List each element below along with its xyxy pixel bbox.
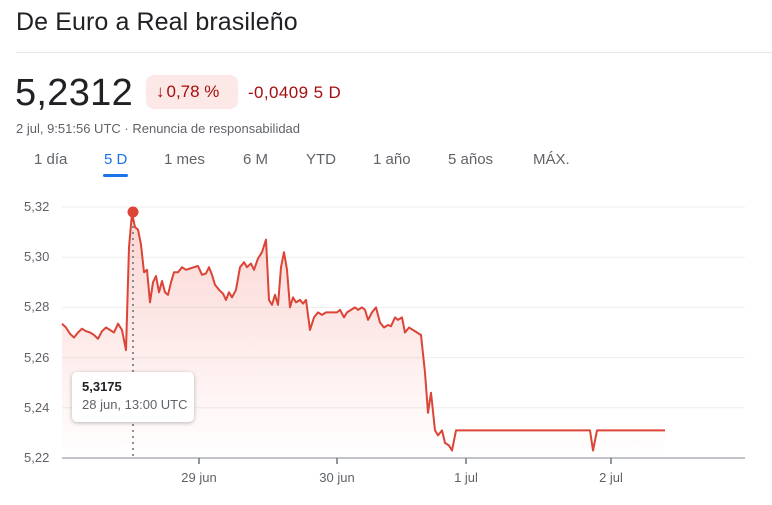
quote-meta: 2 jul, 9:51:56 UTC · Renuncia de respons… [16,121,300,136]
current-price: 5,2312 [15,72,134,114]
disclaimer-link[interactable]: Renuncia de responsabilidad [132,121,301,136]
x-tick-label: 30 jun [319,470,355,485]
price-line [61,212,665,452]
tooltip-value: 5,3175 [82,379,122,394]
y-tick-label: 5,28 [24,299,50,315]
tab-max[interactable]: MÁX. [533,151,570,168]
change-percent: 0,78 % [166,82,220,101]
tab-5-d[interactable]: 5 D [102,148,129,177]
change-absolute: -0,0409 5 D [248,83,342,102]
x-tick-label: 1 jul [454,470,478,485]
header-divider [16,52,772,53]
tab-1-dia[interactable]: 1 día [34,151,68,168]
meta-separator: · [120,121,133,136]
x-tick-label: 2 jul [599,470,623,485]
tab-1-ano[interactable]: 1 año [373,151,411,168]
arrow-down-icon: ↓ [156,82,165,101]
tab-6-m[interactable]: 6 M [243,151,269,168]
tab-1-mes[interactable]: 1 mes [164,151,205,168]
tooltip-time: 28 jun, 13:00 UTC [82,397,188,412]
chart-tooltip: 5,3175 28 jun, 13:00 UTC [72,372,194,422]
y-tick-label: 5,26 [24,349,50,365]
x-axis-ticks [198,458,612,464]
y-tick-label: 5,30 [24,249,50,265]
timestamp: 2 jul, 9:51:56 UTC [16,121,121,136]
y-tick-label: 5,24 [24,399,50,415]
highlight-point [127,206,139,218]
page-title: De Euro a Real brasileño [16,8,298,36]
y-tick-label: 5,22 [24,450,50,465]
tab-5-anos[interactable]: 5 años [448,151,494,168]
y-tick-label: 5,32 [24,199,50,214]
x-tick-label: 29 jun [181,470,217,485]
tab-ytd[interactable]: YTD [306,151,336,168]
change-percent-badge: ↓ 0,78 % [146,75,238,109]
chart-area-fill [62,213,665,458]
